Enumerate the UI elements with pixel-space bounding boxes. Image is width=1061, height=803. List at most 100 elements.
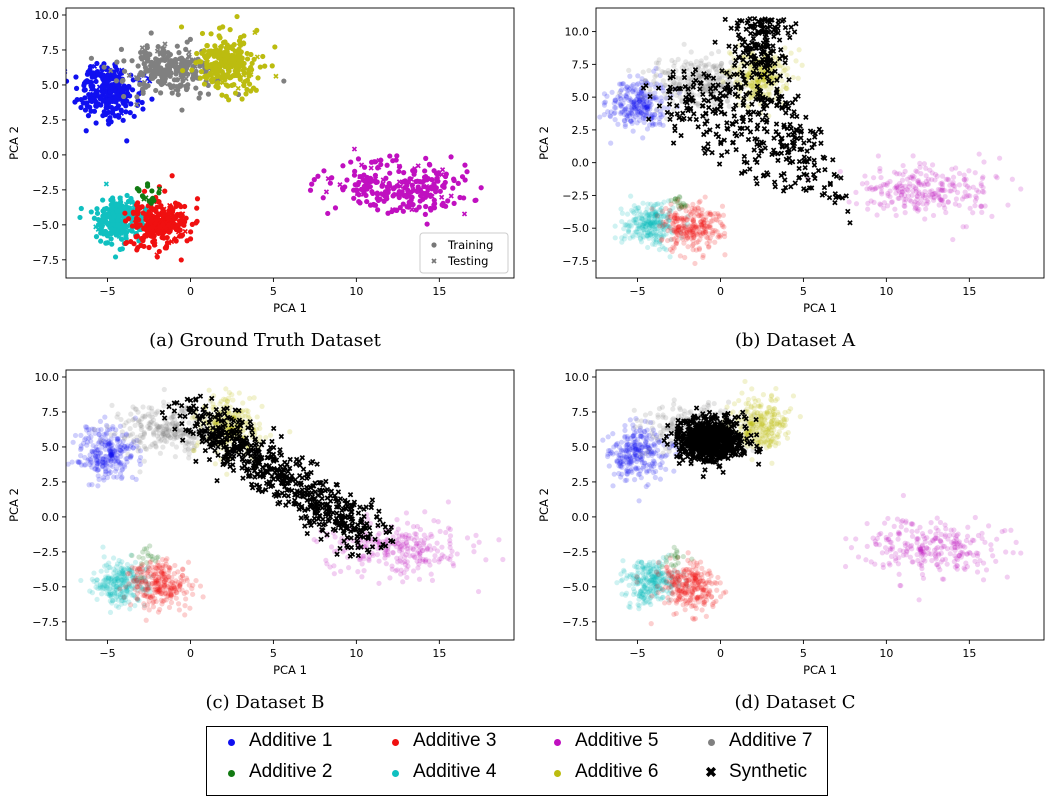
- synthetic-point: [775, 131, 782, 138]
- synthetic-point: [801, 186, 807, 192]
- data-point: [351, 172, 358, 178]
- data-point: [698, 219, 704, 225]
- synthetic-point: [777, 139, 784, 145]
- data-point: [874, 212, 880, 218]
- synthetic-point: [708, 91, 714, 97]
- data-point: [98, 438, 104, 444]
- data-point: [235, 412, 241, 419]
- data-point: [164, 429, 170, 436]
- data-point: [622, 107, 628, 113]
- data-point: [432, 553, 438, 559]
- data-point: [646, 211, 652, 217]
- synthetic-point: [754, 45, 760, 51]
- synthetic-point: [755, 61, 762, 68]
- data-point: [179, 408, 186, 414]
- data-point: [720, 212, 727, 218]
- data-point: [952, 183, 958, 189]
- data-point: [96, 101, 102, 107]
- data-point: [121, 434, 127, 440]
- data-point: [122, 210, 128, 216]
- data-point: [901, 203, 907, 209]
- data-point: [151, 432, 157, 438]
- data-point: [163, 426, 169, 433]
- synthetic-point: [703, 74, 710, 81]
- data-point: [387, 170, 393, 176]
- data-point: [911, 174, 917, 180]
- data-point: [661, 221, 667, 227]
- synthetic-point: [761, 71, 768, 78]
- synthetic-point: [732, 48, 738, 55]
- data-point: [853, 189, 859, 195]
- data-point: [658, 114, 664, 120]
- data-point: [171, 430, 177, 436]
- synthetic-point: [733, 146, 739, 153]
- data-point: [107, 89, 114, 95]
- data-point: [624, 114, 630, 120]
- data-point: [137, 432, 144, 439]
- data-point: [640, 216, 646, 222]
- data-point: [976, 151, 982, 157]
- data-point: [646, 100, 652, 106]
- data-point: [681, 202, 688, 208]
- data-point: [639, 216, 645, 222]
- data-point: [631, 104, 637, 110]
- data-point: [108, 452, 114, 458]
- data-point: [912, 204, 919, 211]
- data-point: [401, 570, 407, 576]
- data-point: [145, 423, 151, 430]
- data-point: [885, 190, 891, 197]
- data-point: [370, 552, 376, 558]
- data-point: [655, 60, 661, 66]
- data-point: [108, 448, 114, 455]
- data-point: [700, 221, 707, 227]
- synthetic-point: [771, 135, 777, 141]
- data-point: [663, 219, 669, 225]
- data-point: [390, 550, 396, 556]
- data-point: [121, 93, 127, 100]
- data-point: [674, 228, 680, 234]
- data-point: [653, 237, 659, 243]
- data-point: [173, 420, 179, 426]
- data-point: [912, 206, 918, 212]
- data-point: [287, 429, 293, 435]
- synthetic-point: [674, 111, 681, 117]
- synthetic-point: [750, 69, 756, 76]
- data-point: [178, 433, 184, 439]
- data-point: [706, 231, 712, 237]
- data-point: [643, 210, 649, 216]
- data-point: [156, 59, 162, 65]
- synthetic-point: [761, 106, 767, 112]
- data-point: [756, 79, 762, 85]
- data-point: [179, 217, 185, 223]
- data-point: [923, 173, 929, 179]
- data-point: [413, 535, 420, 541]
- data-point: [124, 443, 131, 449]
- data-point: [123, 103, 129, 109]
- data-point: [609, 89, 615, 95]
- data-point: [624, 112, 630, 118]
- synthetic-point: [774, 77, 780, 83]
- data-point: [93, 78, 99, 85]
- data-point: [710, 64, 716, 70]
- data-point: [114, 93, 121, 100]
- data-point: [878, 174, 884, 181]
- data-point: [114, 436, 121, 442]
- data-point: [106, 470, 112, 477]
- data-point: [311, 177, 317, 183]
- data-point: [244, 56, 251, 62]
- data-point: [712, 239, 718, 245]
- synthetic-point: [782, 184, 789, 191]
- data-point: [758, 66, 764, 73]
- data-point: [893, 212, 899, 219]
- data-point: [756, 79, 762, 85]
- data-point: [644, 107, 650, 113]
- data-point: [164, 421, 171, 427]
- data-point: [145, 411, 151, 417]
- data-point: [117, 439, 123, 445]
- data-point: [908, 175, 915, 181]
- data-point: [941, 202, 947, 208]
- data-point: [109, 402, 115, 408]
- data-point: [945, 199, 951, 205]
- data-point: [989, 213, 995, 219]
- data-point: [722, 230, 728, 237]
